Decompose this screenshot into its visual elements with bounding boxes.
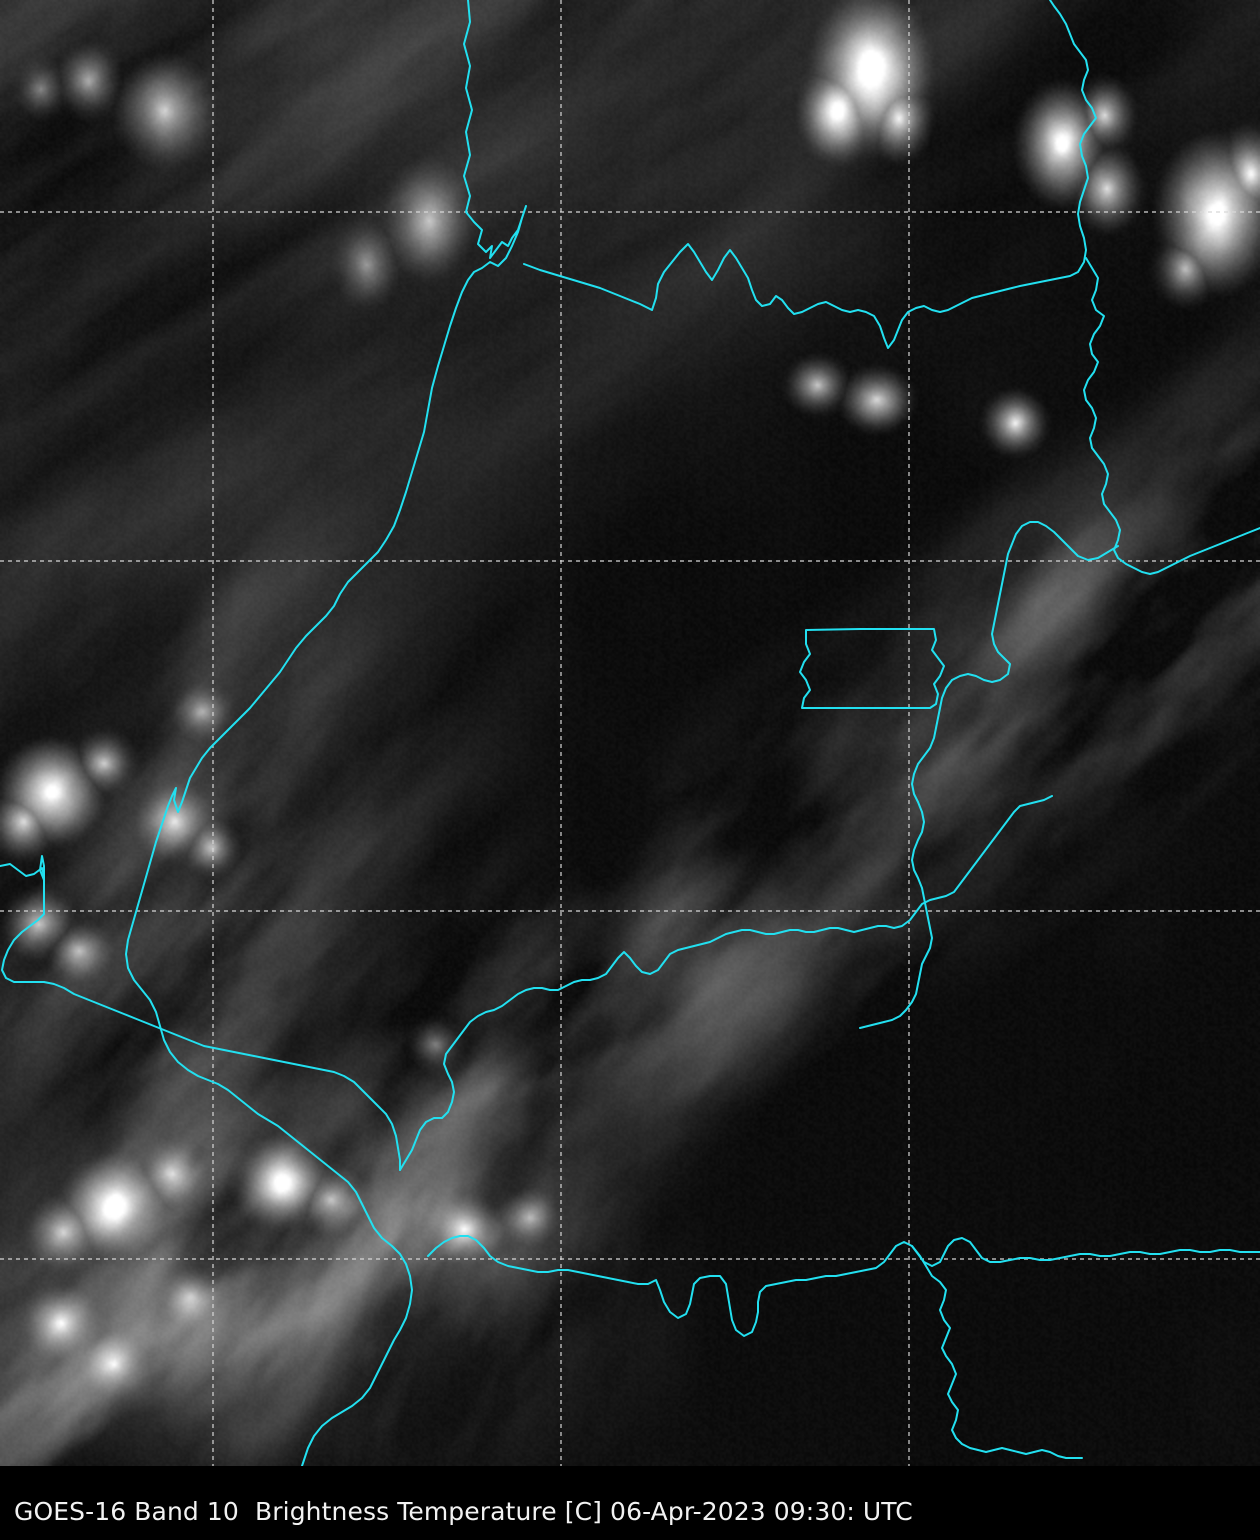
caption-bar: GOES-16 Band 10 Brightness Temperature […: [0, 1466, 1260, 1540]
product-caption: GOES-16 Band 10 Brightness Temperature […: [14, 1497, 913, 1526]
satellite-image-figure: [0, 0, 1260, 1466]
infrared-brightness-temperature-raster: [0, 0, 1260, 1466]
